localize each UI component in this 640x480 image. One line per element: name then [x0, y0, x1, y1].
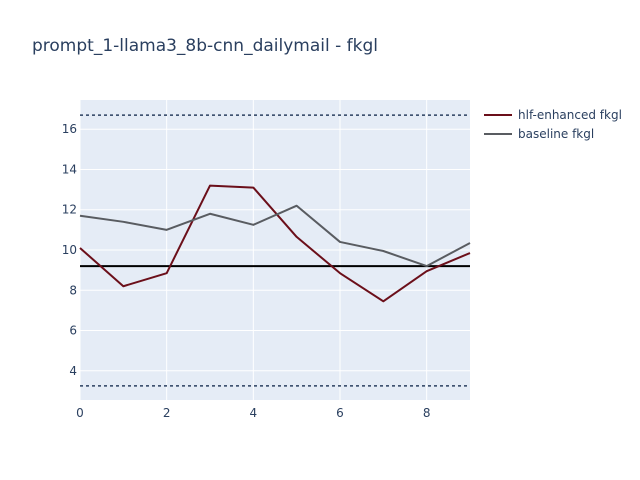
y-tick-label: 10 [62, 243, 77, 257]
series-line-1 [79, 204, 471, 268]
legend-label: baseline fkgl [518, 127, 594, 141]
legend-item-0[interactable]: hlf-enhanced fkgl [484, 108, 622, 122]
y-tick-label: 12 [62, 203, 77, 217]
y-tick-label: 4 [69, 364, 77, 378]
reference-lines [80, 114, 470, 387]
chart-title: prompt_1-llama3_8b-cnn_dailymail - fkgl [32, 36, 378, 56]
x-axis-ticks: 0 2 4 6 8 [76, 406, 430, 420]
grid [79, 100, 470, 400]
series [79, 184, 471, 303]
legend-item-1[interactable]: baseline fkgl [484, 127, 594, 141]
y-tick-label: 16 [62, 122, 77, 136]
x-tick-label: 0 [76, 406, 84, 420]
x-tick-label: 8 [423, 406, 431, 420]
y-tick-label: 8 [69, 283, 77, 297]
y-tick-label: 6 [69, 324, 77, 338]
series-line-0 [79, 184, 471, 303]
legend[interactable]: hlf-enhanced fkgl baseline fkgl [484, 108, 622, 141]
x-tick-label: 2 [163, 406, 171, 420]
y-tick-label: 14 [62, 162, 77, 176]
legend-label: hlf-enhanced fkgl [518, 108, 622, 122]
x-tick-label: 4 [250, 406, 258, 420]
y-axis-ticks: 4 6 8 10 12 14 16 [62, 122, 77, 378]
x-tick-label: 6 [336, 406, 344, 420]
